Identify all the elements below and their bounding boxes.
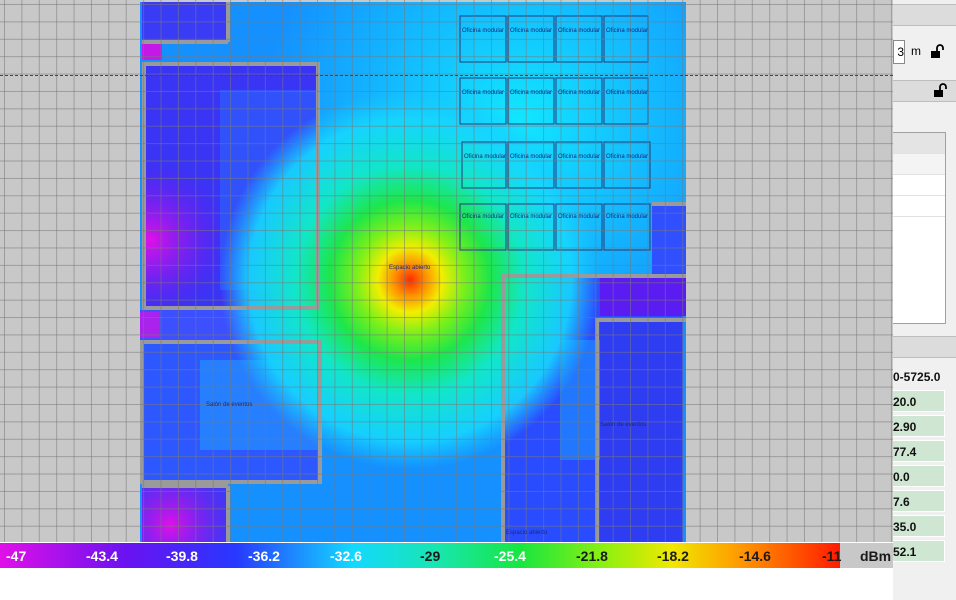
guide-line[interactable]: [0, 75, 893, 76]
layer-list[interactable]: [893, 132, 946, 324]
legend-tick: -25.4: [494, 548, 526, 564]
room-label: Oficina modular: [464, 154, 507, 160]
legend-tick: -11: [822, 548, 842, 564]
value-cell: 52.1: [893, 540, 945, 562]
list-item[interactable]: [893, 154, 945, 175]
room-label: Oficina modular: [606, 154, 649, 160]
unlock-icon[interactable]: [930, 44, 944, 58]
legend-tick: -47: [6, 548, 27, 564]
legend-tick: -39.8: [166, 548, 198, 564]
value-cell: 2.90: [893, 415, 945, 437]
room-label: Oficina modular: [558, 28, 601, 34]
room-label: Oficina modular: [510, 28, 553, 34]
room-label: Espacio abierto: [389, 265, 431, 271]
room-label: Oficina modular: [558, 214, 601, 220]
room-label: Salón de eventos: [600, 422, 647, 428]
grid-scale-input[interactable]: 3: [893, 40, 905, 64]
panel-header: [893, 336, 956, 358]
room-label: Oficina modular: [558, 154, 601, 160]
value-cell: 7.6: [893, 490, 945, 512]
list-item[interactable]: [893, 196, 945, 217]
grid-scale-unit: m: [911, 44, 921, 58]
list-item[interactable]: [893, 133, 945, 154]
room-label: Oficina modular: [462, 28, 505, 34]
signal-heatmap: [140, 2, 686, 542]
frequency-range: 0-5725.0: [893, 370, 941, 384]
legend-tick: -36.2: [248, 548, 280, 564]
unlock-icon[interactable]: [933, 83, 947, 97]
room-label: Oficina modular: [462, 90, 505, 96]
value-cell: 35.0: [893, 515, 945, 537]
legend-tick: -14.6: [739, 548, 771, 564]
room-label: Oficina modular: [606, 28, 649, 34]
room-label: Salón de eventos: [206, 402, 253, 408]
room-label: Oficina modular: [510, 90, 553, 96]
room-label: Espacio abierto: [506, 530, 548, 536]
value-cell: 77.4: [893, 440, 945, 462]
room-label: Oficina modular: [606, 90, 649, 96]
heatmap-canvas[interactable]: Oficina modular Oficina modular Oficina …: [0, 0, 893, 542]
value-cell: 20.0: [893, 390, 945, 412]
panel-header: [893, 4, 956, 26]
legend-tick: -32.6: [330, 548, 362, 564]
room-label: Oficina modular: [606, 214, 649, 220]
signal-color-legend: -47 -43.4 -39.8 -36.2 -32.6 -29 -25.4 -2…: [0, 543, 893, 568]
value-cell: 0.0: [893, 465, 945, 487]
legend-unit-cell: [840, 543, 893, 568]
room-label: Oficina modular: [510, 154, 553, 160]
legend-tick: -43.4: [86, 548, 118, 564]
legend-gradient-bar: [0, 543, 840, 568]
legend-unit: dBm: [860, 548, 892, 564]
legend-tick: -21.8: [576, 548, 608, 564]
room-label: Oficina modular: [462, 214, 505, 220]
legend-tick: -18.2: [657, 548, 689, 564]
room-label: Oficina modular: [558, 90, 601, 96]
room-label: Oficina modular: [510, 214, 553, 220]
list-item[interactable]: [893, 175, 945, 196]
legend-tick: -29: [420, 548, 441, 564]
